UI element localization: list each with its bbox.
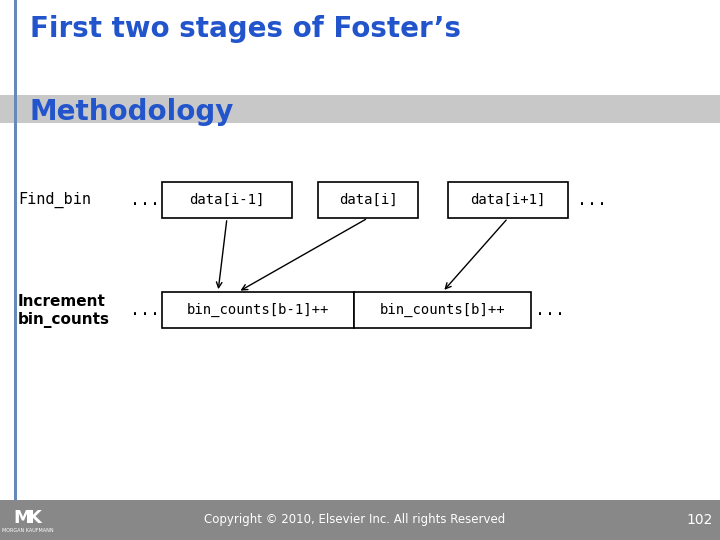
Bar (354, 292, 531, 328)
Text: MORGAN KAUFMANN: MORGAN KAUFMANN (2, 528, 54, 532)
Text: ...: ... (535, 301, 565, 319)
Text: ...: ... (130, 191, 160, 209)
Text: Methodology: Methodology (30, 98, 235, 126)
Text: First two stages of Foster’s: First two stages of Foster’s (30, 15, 461, 43)
Bar (448, 182, 568, 218)
Text: K: K (27, 509, 41, 527)
Text: M: M (13, 509, 31, 527)
Text: Copyright © 2010, Elsevier Inc. All rights Reserved: Copyright © 2010, Elsevier Inc. All righ… (204, 514, 505, 526)
Bar (14, 0, 17, 500)
Text: Increment: Increment (18, 294, 106, 309)
Bar (0, 500, 720, 540)
Text: ...: ... (577, 191, 607, 209)
Bar (0, 95, 720, 123)
Bar (162, 292, 354, 328)
Text: data[i]: data[i] (338, 193, 397, 207)
Text: ...: ... (130, 301, 160, 319)
Text: 102: 102 (687, 513, 714, 527)
Text: bin_counts: bin_counts (18, 312, 110, 328)
Bar (318, 182, 418, 218)
Text: Find_bin: Find_bin (18, 192, 91, 208)
Text: bin_counts[b-1]++: bin_counts[b-1]++ (186, 303, 329, 317)
Text: data[i-1]: data[i-1] (189, 193, 265, 207)
Bar (162, 182, 292, 218)
Text: data[i+1]: data[i+1] (470, 193, 546, 207)
Text: bin_counts[b]++: bin_counts[b]++ (379, 303, 505, 317)
